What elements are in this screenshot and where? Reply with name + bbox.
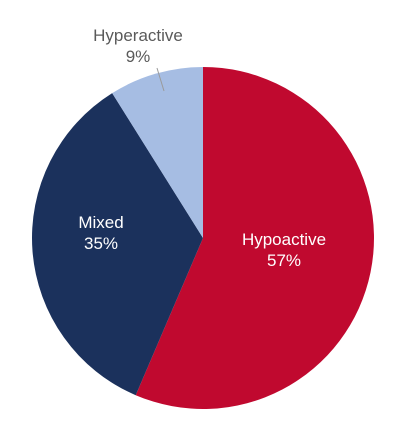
pie-slices xyxy=(31,67,374,409)
slice-value-hyperactive: 9% xyxy=(126,47,151,66)
slice-label-hyperactive: Hyperactive xyxy=(93,26,183,45)
slice-label-mixed: Mixed xyxy=(78,213,123,232)
pie-slice-mixed xyxy=(31,93,204,396)
slice-label-hypoactive: Hypoactive xyxy=(242,230,326,249)
slice-value-mixed: 35% xyxy=(84,234,118,253)
hyperactive-leader-line xyxy=(156,67,165,92)
pie-slice-hyperactive xyxy=(112,67,203,238)
pie-slice-hypoactive xyxy=(135,67,374,409)
slice-value-hypoactive: 57% xyxy=(267,251,301,270)
slice-labels: Hypoactive 57% Mixed 35% Hyperactive 9% xyxy=(78,26,326,270)
